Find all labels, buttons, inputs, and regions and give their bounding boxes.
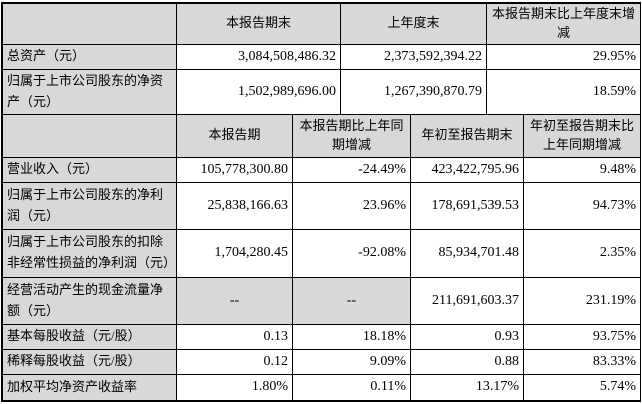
value-cell: 85,934,701.48 xyxy=(410,228,524,278)
header-period-end-change: 本报告期末比上年度末增减 xyxy=(486,3,641,45)
value-cell: 83.33% xyxy=(523,348,641,375)
header-current-period-end: 本报告期末 xyxy=(176,3,341,45)
reporting-period-table: 本报告期 本报告期比上年同期增减 年初至报告期末 年初至报告期末比上年同期增减 … xyxy=(2,113,641,401)
value-cell: 13.17% xyxy=(410,373,524,401)
value-cell-empty: -- xyxy=(292,276,411,325)
row-deducted-net-profit: 归属于上市公司股东的扣除非经常性损益的净利润（元） 1,704,280.45 -… xyxy=(2,228,641,278)
label-cell: 归属于上市公司股东的扣除非经常性损益的净利润（元） xyxy=(2,228,177,278)
value-cell: -92.08% xyxy=(292,228,411,278)
corner-cell xyxy=(2,113,177,158)
row-net-assets: 归属于上市公司股东的净资产（元） 1,502,989,696.00 1,267,… xyxy=(2,68,641,115)
label-cell: 稀释每股收益（元/股） xyxy=(2,348,177,375)
value-cell: 23.96% xyxy=(292,181,411,230)
value-cell: 1,704,280.45 xyxy=(176,228,293,278)
row-total-assets: 总资产（元） 3,084,508,486.32 2,373,592,394.22… xyxy=(2,43,641,70)
value-cell: 9.09% xyxy=(292,348,411,375)
label-cell: 基本每股收益（元/股） xyxy=(2,323,177,350)
value-cell: 2,373,592,394.22 xyxy=(340,43,487,70)
header-current-period-change: 本报告期比上年同期增减 xyxy=(292,113,411,158)
value-cell: 1,502,989,696.00 xyxy=(176,68,341,115)
header-prior-year-end: 上年度末 xyxy=(340,3,487,45)
value-cell: 0.11% xyxy=(292,373,411,401)
value-cell: -24.49% xyxy=(292,156,411,183)
row-net-profit: 归属于上市公司股东的净利润（元） 25,838,166.63 23.96% 17… xyxy=(2,181,641,230)
header-current-period: 本报告期 xyxy=(176,113,293,158)
label-cell: 归属于上市公司股东的净资产（元） xyxy=(2,68,177,115)
period-header-row: 本报告期 本报告期比上年同期增减 年初至报告期末 年初至报告期末比上年同期增减 xyxy=(2,113,641,158)
value-cell: 231.19% xyxy=(523,276,641,325)
value-cell: 423,422,795.96 xyxy=(410,156,524,183)
value-cell: 3,084,508,486.32 xyxy=(176,43,341,70)
value-cell: 9.48% xyxy=(523,156,641,183)
value-cell: 0.88 xyxy=(410,348,524,375)
label-cell: 总资产（元） xyxy=(2,43,177,70)
label-cell: 营业收入（元） xyxy=(2,156,177,183)
value-cell: 0.93 xyxy=(410,323,524,350)
value-cell: 2.35% xyxy=(523,228,641,278)
value-cell: 18.59% xyxy=(486,68,641,115)
value-cell: 1,267,390,870.79 xyxy=(340,68,487,115)
value-cell: 18.18% xyxy=(292,323,411,350)
row-diluted-eps: 稀释每股收益（元/股） 0.12 9.09% 0.88 83.33% xyxy=(2,348,641,375)
label-cell: 归属于上市公司股东的净利润（元） xyxy=(2,181,177,230)
row-revenue: 营业收入（元） 105,778,300.80 -24.49% 423,422,7… xyxy=(2,156,641,183)
label-cell: 加权平均净资产收益率 xyxy=(2,373,177,401)
value-cell: 94.73% xyxy=(523,181,641,230)
row-weighted-average-roe: 加权平均净资产收益率 1.80% 0.11% 13.17% 5.74% xyxy=(2,373,641,401)
value-cell: 0.12 xyxy=(176,348,293,375)
value-cell: 29.95% xyxy=(486,43,641,70)
value-cell: 178,691,539.53 xyxy=(410,181,524,230)
value-cell: 5.74% xyxy=(523,373,641,401)
value-cell: 211,691,603.37 xyxy=(410,276,524,325)
header-ytd-change: 年初至报告期末比上年同期增减 xyxy=(523,113,641,158)
value-cell: 105,778,300.80 xyxy=(176,156,293,183)
value-cell: 0.13 xyxy=(176,323,293,350)
header-ytd: 年初至报告期末 xyxy=(410,113,524,158)
period-end-header-row: 本报告期末 上年度末 本报告期末比上年度末增减 xyxy=(2,3,641,45)
label-cell: 经营活动产生的现金流量净额（元） xyxy=(2,276,177,325)
period-end-table: 本报告期末 上年度末 本报告期末比上年度末增减 总资产（元） 3,084,508… xyxy=(2,3,641,115)
value-cell: 93.75% xyxy=(523,323,641,350)
value-cell-empty: -- xyxy=(176,276,293,325)
corner-cell xyxy=(2,3,177,45)
row-operating-cash-flow: 经营活动产生的现金流量净额（元） -- -- 211,691,603.37 23… xyxy=(2,276,641,325)
value-cell: 25,838,166.63 xyxy=(176,181,293,230)
row-basic-eps: 基本每股收益（元/股） 0.13 18.18% 0.93 93.75% xyxy=(2,323,641,350)
value-cell: 1.80% xyxy=(176,373,293,401)
